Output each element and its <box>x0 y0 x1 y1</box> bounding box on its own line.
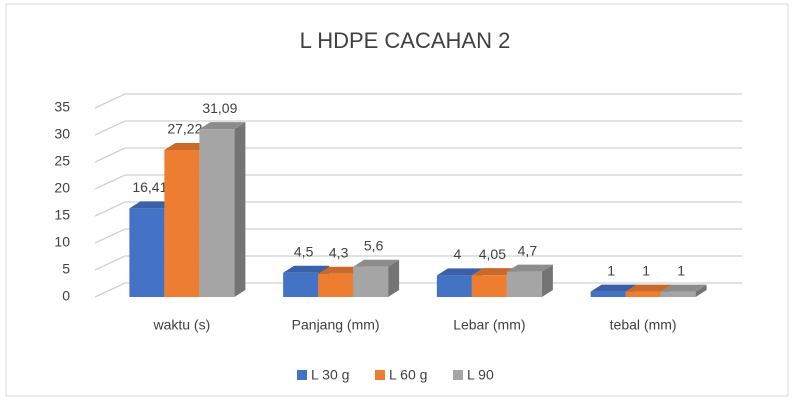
bar <box>436 275 472 297</box>
bar <box>660 291 696 297</box>
data-label: 4,05 <box>479 246 506 262</box>
bar <box>471 275 507 297</box>
bar <box>164 150 200 297</box>
bar-top <box>129 201 176 209</box>
data-label: 5,6 <box>364 237 384 253</box>
bar-top <box>353 259 400 267</box>
x-tick-label: Panjang (mm) <box>292 317 380 333</box>
chart-border <box>5 3 789 397</box>
x-tick-label: waktu (s) <box>152 317 210 333</box>
grid-line <box>94 201 742 217</box>
bar-top <box>164 143 211 151</box>
grid-line <box>94 174 742 190</box>
y-tick-label: 5 <box>62 261 70 277</box>
grid-line <box>94 93 742 109</box>
bar <box>283 272 319 297</box>
legend-label: L 60 g <box>389 367 427 383</box>
bar-top <box>590 284 637 292</box>
y-tick-label: 0 <box>62 288 70 304</box>
y-tick-label: 10 <box>54 234 70 250</box>
bar <box>590 291 626 297</box>
grid-line <box>94 147 742 163</box>
data-label: 4,5 <box>294 243 314 259</box>
bar-top <box>199 122 246 130</box>
y-tick-label: 30 <box>54 126 70 142</box>
legend-label: L 30 g <box>311 367 349 383</box>
data-label: 4,3 <box>329 244 349 260</box>
data-label: 1 <box>642 262 650 278</box>
bar-side <box>388 259 400 297</box>
legend-swatch <box>453 370 463 380</box>
grid-line <box>94 255 742 271</box>
data-label: 16,41 <box>132 179 167 195</box>
bar-top <box>436 268 483 276</box>
data-label: 1 <box>677 262 685 278</box>
data-label: 31,09 <box>202 100 237 116</box>
bar <box>353 266 389 297</box>
data-label: 1 <box>607 262 615 278</box>
bar-top <box>625 284 672 292</box>
bar <box>506 271 542 297</box>
y-tick-label: 35 <box>54 99 70 115</box>
data-label: 27,22 <box>167 121 202 137</box>
x-tick-label: tebal (mm) <box>610 317 677 333</box>
bar-top <box>506 264 553 272</box>
x-tick-label: Lebar (mm) <box>453 317 525 333</box>
chart-title: L HDPE CACAHAN 2 <box>300 28 511 53</box>
y-tick-label: 20 <box>54 180 70 196</box>
bar-top <box>471 268 518 276</box>
bar <box>199 129 235 297</box>
data-label: 4 <box>453 246 461 262</box>
y-tick-label: 25 <box>54 153 70 169</box>
data-label: 4,7 <box>518 242 538 258</box>
y-tick-label: 15 <box>54 207 70 223</box>
legend-swatch <box>297 370 307 380</box>
legend-swatch <box>375 370 385 380</box>
legend-label: L 90 <box>467 367 494 383</box>
grid-line <box>94 228 742 244</box>
bar-top <box>318 266 365 274</box>
bar <box>129 208 165 297</box>
bar-top <box>283 265 330 273</box>
bar-side <box>234 122 246 297</box>
bar <box>625 291 661 297</box>
grid-line <box>94 120 742 136</box>
bar-side <box>695 284 707 297</box>
bar-top <box>660 284 707 292</box>
bar <box>318 273 354 297</box>
bar-side <box>541 264 553 297</box>
